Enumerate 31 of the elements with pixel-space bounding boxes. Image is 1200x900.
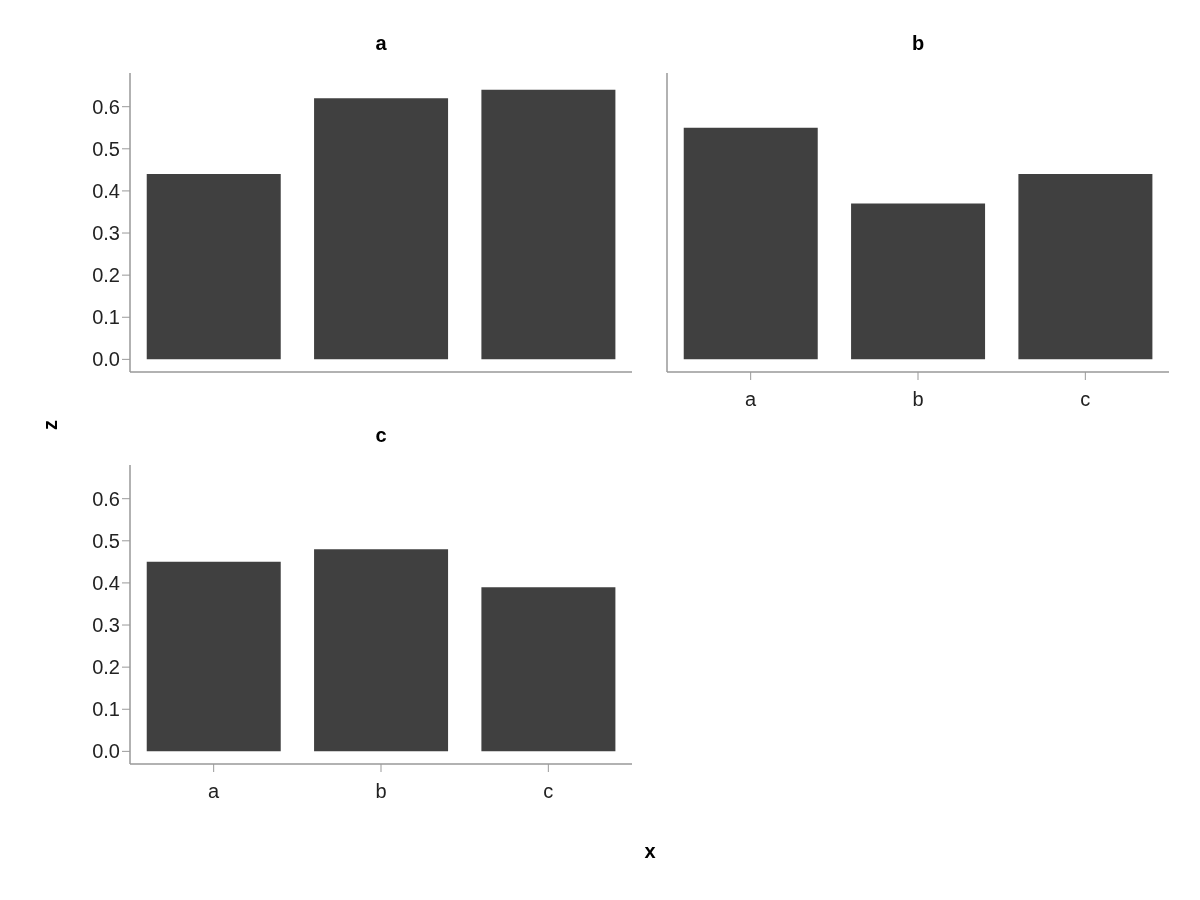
y-tick-label: 0.2 xyxy=(92,656,120,679)
y-tick-label: 0.3 xyxy=(92,222,120,245)
y-tick-label: 0.6 xyxy=(92,95,120,118)
chart-title: c xyxy=(374,423,388,448)
y-tick-label: 0.3 xyxy=(92,614,120,637)
x-tick-label: a xyxy=(745,388,758,411)
chart-title: b xyxy=(910,31,926,56)
x-axis-title: x xyxy=(643,840,657,863)
bar xyxy=(314,98,449,360)
y-tick-label: 0.1 xyxy=(92,306,120,329)
y-tick-label: 0.0 xyxy=(92,740,120,763)
y-tick-label: 0.0 xyxy=(92,348,120,371)
chart-title: a xyxy=(374,31,388,56)
y-tick-label: 0.6 xyxy=(92,487,120,510)
y-tick-label: 0.1 xyxy=(92,698,120,721)
x-tick-label: c xyxy=(1080,388,1091,411)
bar xyxy=(481,587,616,752)
bar xyxy=(481,89,616,360)
y-tick-label: 0.5 xyxy=(92,529,120,552)
y-tick-label: 0.2 xyxy=(92,264,120,287)
bar xyxy=(314,549,449,752)
x-tick-label: c xyxy=(543,780,554,803)
x-tick-label: a xyxy=(208,780,221,803)
y-axis-title: z xyxy=(38,419,62,432)
x-tick-label: b xyxy=(912,388,924,411)
y-tick-label: 0.5 xyxy=(92,137,120,160)
bar xyxy=(146,174,281,360)
y-tick-label: 0.4 xyxy=(92,180,120,203)
y-tick-label: 0.4 xyxy=(92,572,120,595)
bar xyxy=(146,561,281,752)
x-tick-label: b xyxy=(375,780,387,803)
